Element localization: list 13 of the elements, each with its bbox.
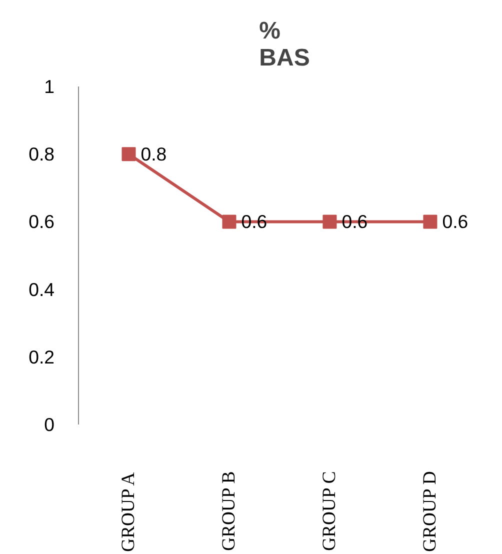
y-tick-label: 0.6 (28, 211, 55, 232)
x-tick-label: GROUP C (319, 471, 340, 551)
data-label: 0.8 (140, 144, 167, 165)
y-tick-label: 1 (44, 76, 55, 97)
y-tick-label: 0.8 (28, 144, 55, 165)
data-label: 0.6 (442, 211, 468, 232)
chart-title: % BAS (259, 18, 310, 72)
x-tick-label: GROUP B (218, 471, 240, 551)
y-tick-label: 0.2 (28, 346, 55, 368)
y-tick-label: 0 (44, 414, 55, 435)
x-tick-label: GROUP D (420, 471, 441, 552)
x-tick-label: GROUP A (118, 472, 140, 552)
y-tick-label: 0.4 (28, 278, 55, 300)
